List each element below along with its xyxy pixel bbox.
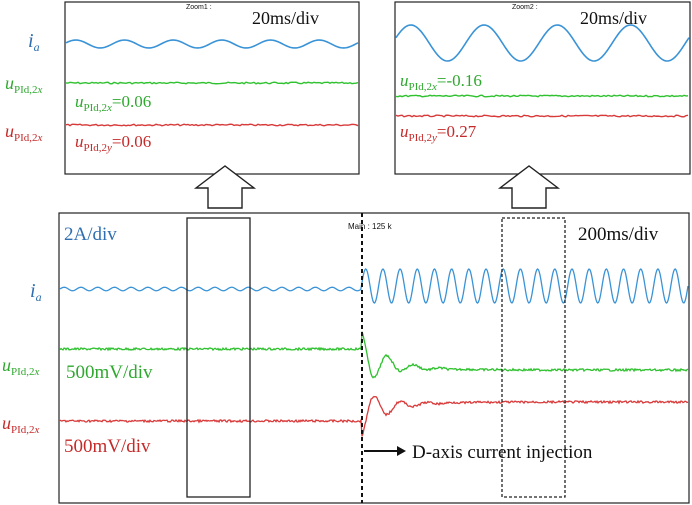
zoom2-time-scale: 20ms/div — [580, 8, 647, 28]
main-u2y-trace — [59, 395, 689, 437]
main-ia-label: ia — [30, 280, 42, 304]
main-voltage-scale-x: 500mV/div — [66, 362, 153, 383]
zoom2-u2y-annotation: uPId,2y=0.27 — [400, 122, 477, 144]
zoom-ia-label: ia — [28, 30, 40, 54]
main-current-scale: 2A/div — [64, 224, 117, 245]
zoom1-label: Zoom1 : — [186, 4, 212, 11]
zoom-u2x-label: uPId,2x — [5, 73, 43, 96]
zoom1-window-box — [186, 217, 251, 498]
main-u2x-trace — [59, 331, 689, 379]
zoom2-u2y-trace — [395, 114, 689, 118]
main-time-scale: 200ms/div — [578, 224, 659, 245]
zoom2-label: Zoom2 : — [512, 4, 538, 11]
zoom-u2y-label: uPId,2x — [5, 121, 43, 144]
zoom1-u2x-annotation: uPId,2x=0.06 — [75, 92, 151, 114]
zoom1-frame — [64, 1, 360, 175]
main-label: Main : 125 k — [348, 222, 393, 231]
zoom1-time-scale: 20ms/div — [252, 8, 319, 28]
main-u2y-label: uPId,2x — [2, 413, 40, 436]
zoom2-u2x-annotation: uPId,2x=-0.16 — [400, 71, 482, 93]
event-arrowhead-icon — [397, 446, 406, 456]
main-panel: Main : 125 k 2A/div 200ms/div D-axis cur… — [58, 212, 690, 504]
zoom2-panel: Zoom2 : 20ms/div uPId,2x=-0.16 uPId,2y=0… — [394, 1, 691, 175]
zoom2-ia-trace — [395, 24, 690, 62]
zoom1-u2y-annotation: uPId,2y=0.06 — [75, 132, 151, 154]
zoom1-u2y-trace — [65, 123, 359, 127]
zoom1-up-arrow-icon — [193, 165, 257, 209]
zoom2-up-arrow-icon — [497, 165, 561, 209]
main-ia-trace — [59, 268, 689, 304]
zoom1-panel: Zoom1 : 20ms/div uPId,2x=0.06 uPId,2y=0.… — [64, 1, 360, 175]
main-frame — [58, 212, 690, 504]
main-voltage-scale-y: 500mV/div — [64, 436, 151, 457]
zoom1-u2x-trace — [65, 81, 359, 85]
zoom2-window-box — [501, 217, 566, 498]
zoom1-ia-trace — [65, 39, 359, 49]
main-u2x-label: uPId,2x — [2, 355, 40, 378]
zoom2-u2x-trace — [395, 94, 689, 98]
event-label: D-axis current injection — [412, 442, 593, 463]
